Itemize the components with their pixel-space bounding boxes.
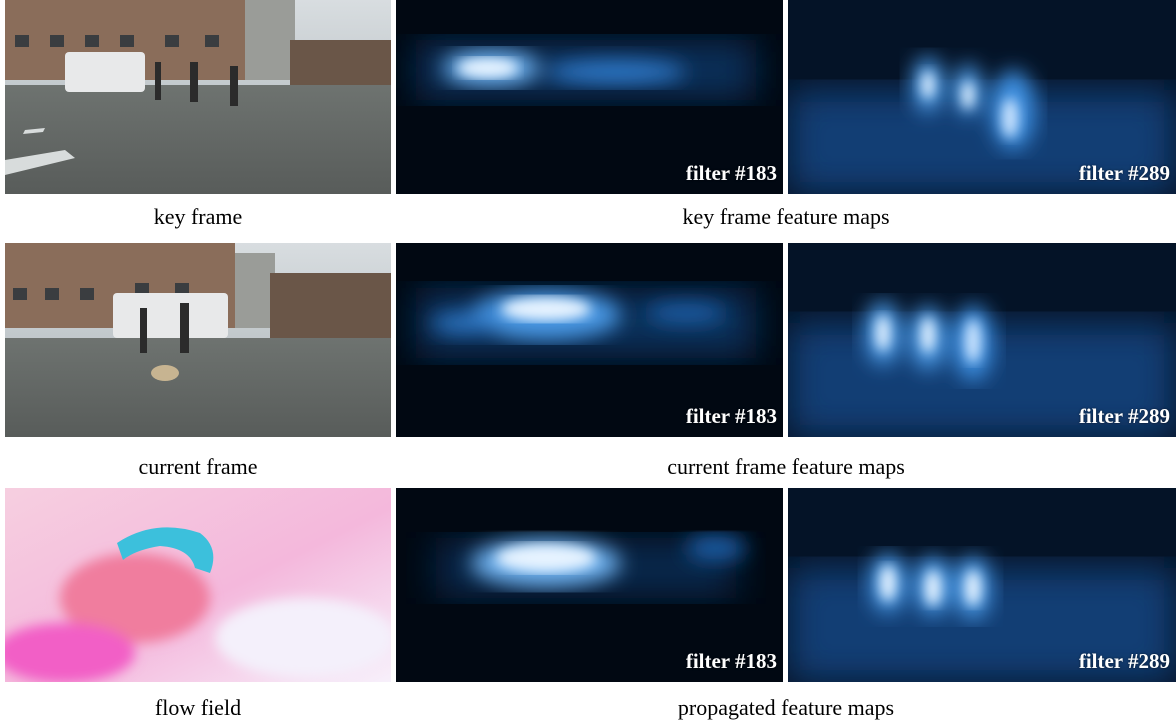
flow-field-image bbox=[5, 488, 391, 682]
filter-label-289: filter #289 bbox=[1078, 649, 1170, 673]
key-frame-image bbox=[5, 0, 391, 194]
filter-label-183: filter #183 bbox=[685, 161, 777, 185]
filter-label-289: filter #289 bbox=[1078, 161, 1170, 185]
caption-propagated-feature-maps: propagated feature maps bbox=[677, 695, 895, 720]
filter-label-289: filter #289 bbox=[1078, 404, 1170, 428]
caption-flow-field: flow field bbox=[154, 695, 242, 720]
caption-key-frame-feature-maps: key frame feature maps bbox=[682, 204, 890, 229]
filter-label-183: filter #183 bbox=[685, 404, 777, 428]
current-frame-image bbox=[5, 243, 391, 437]
key-frame-feature-map-289: filter #289 bbox=[788, 0, 1176, 194]
current-frame-feature-map-183: filter #183 bbox=[396, 243, 783, 437]
caption-current-frame: current frame bbox=[138, 454, 258, 479]
current-frame-feature-map-289: filter #289 bbox=[788, 243, 1176, 437]
propagated-feature-map-183: filter #183 bbox=[396, 488, 783, 682]
caption-current-frame-feature-maps: current frame feature maps bbox=[667, 454, 905, 479]
key-frame-feature-map-183: filter #183 bbox=[396, 0, 783, 194]
filter-label-183: filter #183 bbox=[685, 649, 777, 673]
propagated-feature-map-289: filter #289 bbox=[788, 488, 1176, 682]
caption-key-frame: key frame bbox=[153, 204, 243, 229]
